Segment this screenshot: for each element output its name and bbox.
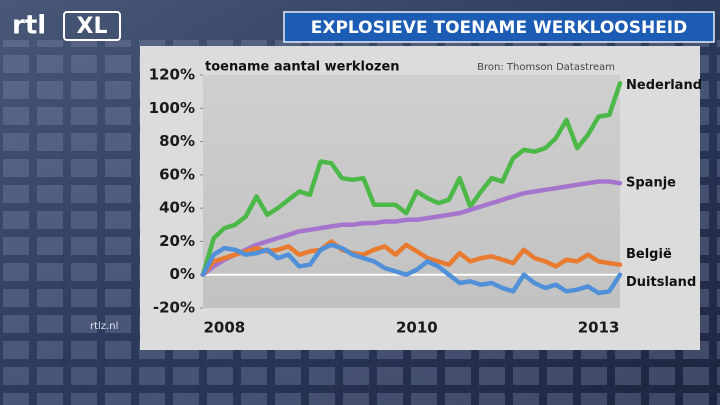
series-line — [200, 239, 623, 277]
y-tick-label: 0% — [170, 265, 195, 283]
series-label: België — [626, 247, 672, 262]
y-tick-label: 20% — [159, 232, 195, 250]
series-line — [200, 179, 623, 277]
x-tick-label: 2008 — [204, 319, 246, 337]
series-line — [200, 81, 623, 277]
source: Bron: Thomson Datastream — [477, 62, 615, 73]
y-tick-label: -20% — [153, 299, 195, 317]
title-banner — [283, 11, 715, 43]
plot-area — [203, 75, 620, 308]
series-label: Duitsland — [626, 275, 696, 290]
chart-title: EXPLOSIEVE TOENAME WERKLOOSHEID — [311, 18, 688, 38]
x-tick-label: 2013 — [578, 319, 620, 337]
x-tick-label: 2010 — [396, 319, 438, 337]
y-tick-label: 60% — [159, 165, 195, 183]
y-tick-label: 120% — [149, 66, 195, 84]
subtitle: toename aantal werklozen — [205, 60, 400, 75]
logo-rtl: rtl — [12, 11, 46, 41]
logo-xl: XL — [77, 14, 108, 39]
series-label: Spanje — [626, 176, 676, 191]
y-tick-label: 40% — [159, 199, 195, 217]
logo: rtl XL — [12, 11, 121, 41]
y-tick-label: 100% — [149, 99, 195, 117]
watermark: rtlz.nl — [90, 321, 118, 332]
logo-box — [63, 11, 121, 41]
series-label: Nederland — [626, 78, 702, 93]
y-tick-label: 80% — [159, 132, 195, 150]
series-line — [200, 242, 623, 296]
